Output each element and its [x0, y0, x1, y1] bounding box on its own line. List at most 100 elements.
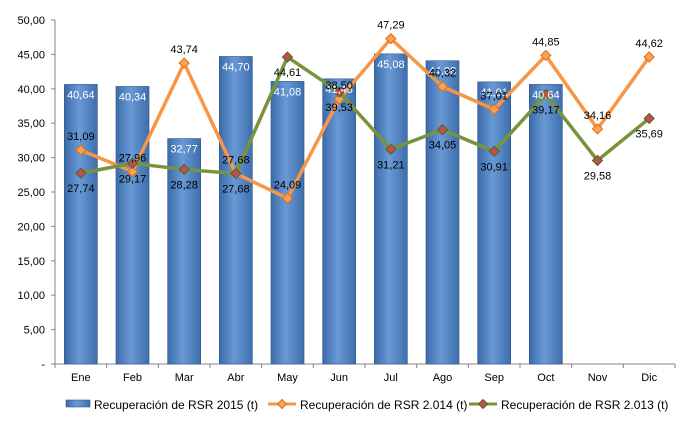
legend-label: Recuperación de RSR 2015 (t) — [94, 398, 258, 412]
point-marker — [591, 154, 604, 167]
data-labels: 40,64 40,34 32,77 44,70 41,08 41,45 45,08 44,08… — [67, 20, 663, 196]
line-data-label: 44,61 — [274, 67, 302, 79]
bar — [528, 84, 563, 365]
point-marker — [591, 123, 604, 135]
point-marker — [540, 88, 552, 101]
bar-data-label: 41,45 — [325, 84, 353, 96]
line-data-label: 27,74 — [67, 183, 95, 195]
point-marker — [385, 143, 397, 155]
bar — [425, 60, 460, 365]
line-data-label: 35,69 — [635, 128, 663, 140]
y-tick-label: 30,00 — [17, 153, 45, 165]
line-data-label: 44,62 — [635, 38, 663, 50]
line-data-label: 43,74 — [170, 44, 198, 56]
line-data-label: 29,58 — [584, 170, 612, 182]
point-marker — [436, 124, 449, 136]
bar — [115, 86, 150, 365]
line-data-label: 44,85 — [532, 36, 560, 48]
legend-marker — [477, 398, 489, 410]
series-line — [80, 55, 651, 176]
line-data-label: 31,21 — [377, 159, 405, 171]
line-data-label: 27,68 — [222, 155, 250, 167]
point-marker — [178, 163, 190, 176]
x-tick-label: Oct — [537, 372, 554, 384]
bar-data-label: 40,64 — [532, 89, 560, 101]
y-tick-label: 40,00 — [17, 84, 45, 96]
line-data-label: 30,91 — [480, 161, 508, 173]
point-marker — [540, 49, 552, 62]
line-data-label: 39,53 — [325, 102, 353, 114]
line-data-label: 27,68 — [222, 184, 250, 196]
legend-label: Recuperación de RSR 2.014 (t) — [300, 398, 467, 412]
legend-label: Recuperación de RSR 2.013 (t) — [501, 398, 668, 412]
point-marker — [281, 192, 294, 204]
x-axis: Ene Feb Mar Abr May Jun Jul Ago Sep Oct Nov Dic — [54, 363, 676, 384]
y-tick-label: 10,00 — [17, 290, 45, 302]
point-marker — [385, 32, 397, 45]
y-tick-label: 5,00 — [24, 325, 45, 337]
point-marker — [436, 80, 449, 93]
point-marker — [230, 167, 242, 180]
bar — [477, 81, 511, 365]
line-data-label: 38,50 — [325, 80, 353, 92]
y-tick-label: 25,00 — [17, 187, 45, 199]
y-tick-label: 50,00 — [17, 15, 45, 27]
bar — [373, 53, 408, 365]
line-data-label: 39,17 — [532, 105, 560, 117]
y-tick-label: - — [41, 359, 45, 371]
point-marker — [488, 145, 500, 158]
line-data-label: 31,09 — [67, 131, 95, 143]
x-tick-label: Abr — [227, 372, 244, 384]
point-marker — [75, 144, 87, 156]
bar-data-label: 41,01 — [480, 87, 508, 99]
bar-data-label: 41,08 — [274, 86, 302, 98]
line-series — [75, 32, 655, 204]
bar — [167, 138, 201, 365]
x-tick-label: Nov — [588, 372, 608, 384]
point-marker — [126, 157, 139, 170]
line-data-label: 47,29 — [377, 20, 405, 32]
bar-series — [64, 53, 563, 365]
bar — [64, 84, 98, 365]
y-tick-label: 35,00 — [17, 118, 45, 130]
point-marker — [643, 112, 655, 125]
bar-data-label: 44,08 — [429, 66, 457, 78]
line-data-label: 37,01 — [480, 90, 508, 102]
x-tick-label: Jun — [330, 372, 348, 384]
x-tick-label: May — [277, 372, 298, 384]
y-tick-label: 20,00 — [17, 221, 45, 233]
line-data-label: 29,17 — [119, 173, 147, 185]
bar — [219, 56, 253, 365]
line-data-label: 34,05 — [429, 140, 457, 152]
x-tick-label: Sep — [484, 372, 504, 384]
bar-data-label: 45,08 — [377, 59, 405, 71]
bar-data-label: 40,34 — [119, 91, 147, 103]
series-line — [80, 36, 651, 201]
bar — [270, 81, 305, 365]
point-marker — [75, 167, 87, 179]
point-marker — [488, 103, 500, 116]
x-tick-label: Feb — [123, 372, 142, 384]
point-marker — [178, 57, 190, 69]
line-data-label: 28,28 — [170, 179, 198, 191]
point-marker — [281, 51, 294, 63]
x-tick-label: Dic — [641, 372, 657, 384]
bar-data-label: 44,70 — [222, 61, 250, 73]
y-tick-label: 15,00 — [17, 256, 45, 268]
x-tick-label: Mar — [175, 372, 194, 384]
x-tick-label: Ago — [433, 372, 453, 384]
x-tick-label: Ene — [71, 372, 91, 384]
line-data-label: 40,32 — [429, 68, 457, 80]
point-marker — [643, 51, 655, 63]
bar — [322, 78, 356, 365]
point-marker — [333, 86, 345, 98]
point-marker — [126, 165, 139, 178]
line-data-label: 34,16 — [584, 110, 612, 122]
y-tick-label: 45,00 — [17, 49, 45, 61]
line-data-label: 24,09 — [274, 179, 302, 191]
legend-marker — [276, 398, 288, 410]
legend-swatch — [65, 399, 91, 408]
line-data-label: 27,96 — [119, 153, 147, 165]
x-tick-label: Jul — [384, 372, 398, 384]
